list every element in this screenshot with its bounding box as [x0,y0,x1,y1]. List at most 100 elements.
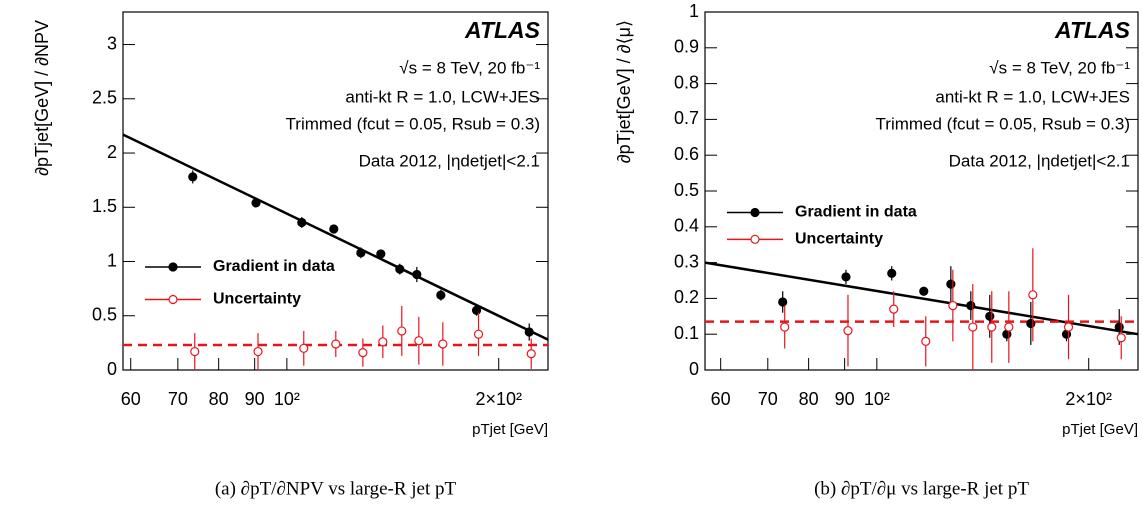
y-tick-label: 0.1 [674,323,699,343]
data-point [778,297,788,307]
data-point [471,305,482,315]
data-point [919,286,929,296]
y-tick-label: 0.2 [674,287,699,307]
data-point [438,339,448,349]
annotation: √s = 8 TeV, 20 fb⁻¹ [399,58,540,77]
legend-label: Gradient in data [795,204,917,221]
annotation: anti-kt R = 1.0, LCW+JES [935,87,1130,106]
x-tick-label: 70 [758,389,778,409]
y-tick-label: 0.3 [674,251,699,271]
data-point [253,346,263,357]
data-point [1028,290,1038,300]
fit-line [704,261,1139,336]
caption: (b) ∂pT/∂μ vs large-R jet pT [814,478,1029,499]
y-axis-label: ∂pTjet[GeV] / ∂NPV [32,20,52,176]
x-tick-label: 90 [835,389,855,409]
data-point [331,339,341,349]
data-point [251,198,261,208]
data-point [1063,322,1074,332]
data-point [436,290,446,300]
legend-marker [750,234,760,244]
data-point [414,336,424,346]
annotation: Data 2012, |ηdetjet|<2.1 [359,151,540,170]
data-point [473,329,484,339]
x-tick-label: 60 [121,389,141,409]
data-point [329,224,339,234]
x-axis-label: pTjet [GeV] [472,421,548,438]
legend-marker [750,207,760,218]
y-tick-label: 0.6 [674,144,699,164]
legend-label: Uncertainty [213,291,301,308]
y-tick-label: 1 [689,1,699,21]
x-tick-label: 80 [209,389,229,409]
atlas-label: ATLAS [464,17,541,43]
legend-label: Gradient in data [213,258,335,275]
legend-label: Uncertainty [795,231,883,248]
annotation: Trimmed (fcut = 0.05, Rsub = 0.3) [286,114,540,133]
data-point [395,264,405,274]
annotation: Data 2012, |ηdetjet|<2.1 [949,151,1130,170]
y-tick-label: 3 [107,33,117,53]
legend-marker [168,294,178,305]
data-point [1116,333,1126,343]
y-tick-label: 0 [689,359,699,379]
data-point [921,336,931,346]
data-point [190,346,200,357]
x-tick-label: 60 [711,389,731,409]
data-point [887,268,897,278]
annotation: Trimmed (fcut = 0.05, Rsub = 0.3) [876,114,1130,133]
x-axis-label: pTjet [GeV] [1062,421,1138,438]
fit-line [122,133,549,341]
y-tick-label: 0.8 [674,72,699,92]
y-tick-label: 2.5 [92,88,117,108]
y-tick-label: 0.4 [674,216,699,236]
y-tick-label: 2 [107,142,117,162]
annotation: anti-kt R = 1.0, LCW+JES [345,87,540,106]
data-point [889,304,899,314]
data-point [526,349,536,359]
caption: (a) ∂pT/∂NPV vs large-R jet pT [215,478,457,499]
data-point [985,311,995,321]
y-tick-label: 0 [107,359,117,379]
x-tick-label: 70 [168,389,188,409]
data-point [1114,322,1124,332]
plot-frame [122,11,549,371]
atlas-label: ATLAS [1054,17,1131,43]
annotation: √s = 8 TeV, 20 fb⁻¹ [989,58,1130,77]
y-tick-label: 1 [107,250,117,270]
data-point [397,326,407,336]
data-point [968,322,978,332]
data-point [946,279,956,289]
y-tick-label: 0.5 [92,305,117,325]
data-point [376,249,386,259]
data-point [524,327,534,337]
y-axis-label: ∂pTjet[GeV] / ∂⟨μ⟩ [614,20,634,163]
x-tick-label: 80 [799,389,819,409]
x-tick-label: 90 [245,389,265,409]
x-tick-label: 2×10² [475,389,522,409]
data-point [948,300,958,311]
data-point [1026,318,1036,329]
data-point [780,322,790,332]
y-tick-label: 1.5 [92,196,117,216]
legend-marker [168,262,178,272]
data-point [358,348,368,358]
data-point [378,337,388,347]
data-point [297,217,307,228]
data-point [412,269,422,280]
data-point [299,343,309,353]
data-point [356,248,366,258]
y-tick-label: 0.5 [674,180,699,200]
y-tick-label: 0.7 [674,108,699,128]
data-point [1004,322,1014,332]
data-point [966,300,976,311]
data-point [987,322,997,332]
x-tick-label: 10² [864,389,890,409]
y-tick-label: 0.9 [674,37,699,57]
data-point [841,272,851,282]
x-tick-label: 2×10² [1065,389,1112,409]
x-tick-label: 10² [274,389,300,409]
data-point [188,172,198,182]
